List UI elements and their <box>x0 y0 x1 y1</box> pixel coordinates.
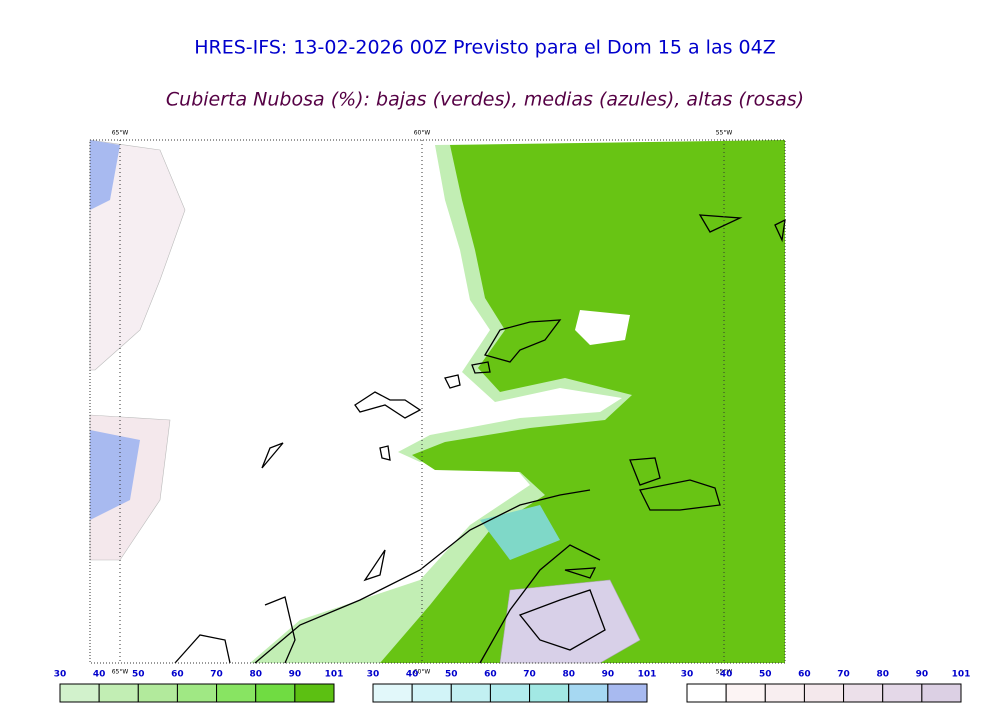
colorbar-box <box>59 683 100 703</box>
low-cloud <box>380 140 785 663</box>
title: HRES-IFS: 13-02-2026 00Z Previsto para e… <box>194 37 776 59</box>
mid-cloud <box>90 140 120 210</box>
colorbar-box <box>803 683 845 703</box>
mid-cloud <box>480 505 560 560</box>
colorbar-box <box>372 683 413 703</box>
colorbar-label: 101 <box>952 670 971 680</box>
lon-label: 65°W <box>112 130 129 137</box>
map: 65°W 60°W 55°W 65°W 60°W 55°W <box>89 130 786 676</box>
colorbar-box <box>725 683 766 703</box>
colorbar-label: 70 <box>523 670 536 680</box>
colorbar-label: 80 <box>249 670 262 680</box>
lon-label: 60°W <box>414 669 431 676</box>
colorbar-label: 40 <box>93 670 106 680</box>
colorbar-box <box>882 683 923 703</box>
colorbar-label: 30 <box>681 670 694 680</box>
colorbar-box <box>176 683 218 703</box>
colorbar-box <box>98 683 139 703</box>
colorbar-box <box>686 683 727 703</box>
colorbar-label: 50 <box>445 670 458 680</box>
colorbar-box <box>450 683 491 703</box>
colorbar-box <box>255 683 296 703</box>
colorbar-box <box>137 683 178 703</box>
colorbar-label: 60 <box>798 670 811 680</box>
high-cloud <box>89 139 186 371</box>
colorbar-label: 50 <box>132 670 145 680</box>
colorbar-label: 101 <box>325 670 344 680</box>
colorbar-label: 60 <box>171 670 184 680</box>
colorbar-label: 90 <box>289 670 302 680</box>
colorbar-box <box>843 683 884 703</box>
colorbar-box <box>607 683 648 703</box>
high-cloud <box>499 579 641 664</box>
colorbar-box <box>568 683 609 703</box>
colorbar-label: 70 <box>210 670 223 680</box>
coastlines <box>174 214 786 664</box>
colorbar-label: 90 <box>916 670 929 680</box>
colorbar-box <box>489 683 531 703</box>
subtitle: Cubierta Nubosa (%): bajas (verdes), med… <box>166 89 804 111</box>
colorbar-label: 30 <box>54 670 67 680</box>
colorbar-label: 40 <box>720 670 733 680</box>
colorbar-box <box>921 683 962 703</box>
colorbar-box <box>216 683 257 703</box>
colorbar-label: 50 <box>759 670 772 680</box>
colorbar-box <box>294 683 335 703</box>
lon-label: 55°W <box>716 669 733 676</box>
longitude-labels: 65°W 60°W 55°W 65°W 60°W 55°W <box>112 130 733 676</box>
lon-label: 65°W <box>112 669 129 676</box>
colorbar-label: 80 <box>562 670 575 680</box>
clear-area <box>575 310 630 345</box>
colorbar-label: 90 <box>602 670 615 680</box>
lon-label: 55°W <box>716 130 733 137</box>
lon-label: 60°W <box>414 130 431 137</box>
colorbar-label: 101 <box>638 670 657 680</box>
colorbar-label: 70 <box>837 670 850 680</box>
mid-cloud <box>90 430 140 520</box>
colorbar-box <box>411 683 452 703</box>
colorbar-label: 40 <box>406 670 419 680</box>
colorbar-label: 30 <box>367 670 380 680</box>
colorbar-label: 80 <box>876 670 889 680</box>
colorbar-box <box>764 683 805 703</box>
colorbar-box <box>529 683 570 703</box>
colorbar-label: 60 <box>484 670 497 680</box>
